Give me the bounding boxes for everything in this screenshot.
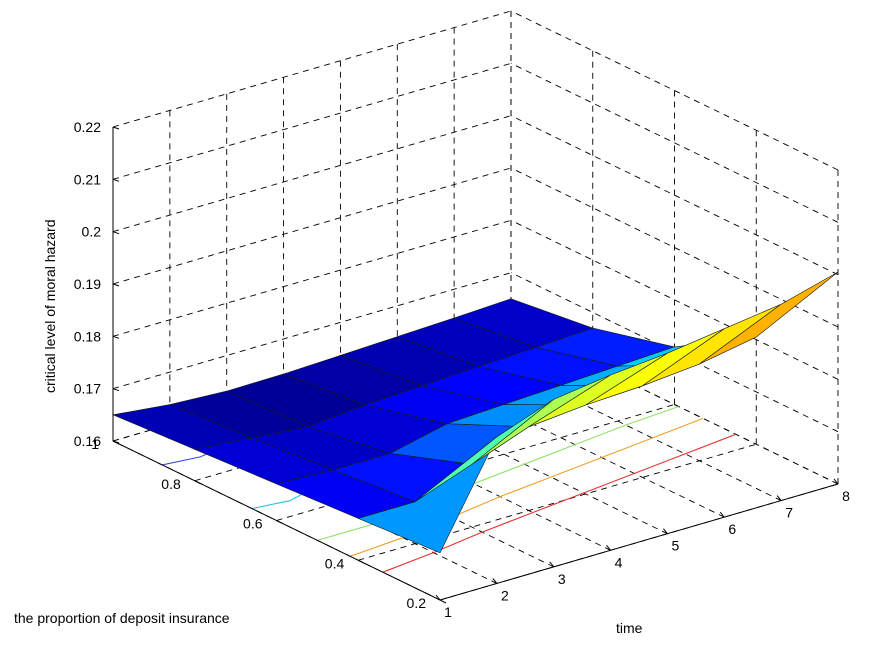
z-tick-label: 0.22 bbox=[74, 119, 101, 135]
back-wall-grid-line bbox=[112, 62, 512, 180]
y-tick-label: 0.2 bbox=[407, 595, 427, 611]
z-tick-label: 0.2 bbox=[82, 224, 102, 240]
z-tick-label: 0.21 bbox=[74, 171, 101, 187]
x-axis-label: time bbox=[616, 620, 643, 636]
x-tick-label: 6 bbox=[728, 521, 736, 537]
tick-layer: 0.16 0.17 0.18 0.19 0.2 0.21 0.22 0.2 0.4 0.6 0.8 1… bbox=[74, 119, 850, 620]
y-tick bbox=[439, 599, 447, 604]
x-tick-label: 5 bbox=[672, 538, 680, 554]
z-tick bbox=[112, 335, 120, 339]
x-tick-label: 2 bbox=[501, 587, 509, 603]
x-tick bbox=[776, 495, 782, 501]
x-tick bbox=[663, 528, 668, 535]
side-wall-grid-line bbox=[510, 167, 839, 328]
side-wall-grid-line bbox=[510, 62, 839, 223]
y-axis-label: the proportion of deposit insurance bbox=[14, 610, 230, 626]
back-wall-grid-line bbox=[112, 10, 512, 128]
y-tick-label: 0.4 bbox=[325, 555, 345, 571]
back-wall-grid-line bbox=[112, 115, 512, 233]
z-tick-label: 0.16 bbox=[74, 433, 101, 449]
z-tick bbox=[112, 126, 120, 130]
x-tick-label: 4 bbox=[615, 554, 623, 570]
side-wall-grid-line bbox=[510, 10, 839, 171]
surface-layer bbox=[111, 271, 839, 554]
back-wall-grid-line bbox=[112, 167, 512, 285]
x-tick bbox=[606, 544, 611, 551]
y-tick bbox=[112, 440, 120, 445]
x-tick-label: 8 bbox=[842, 488, 850, 504]
x-tick bbox=[492, 578, 498, 584]
y-tick-label: 1 bbox=[91, 436, 99, 452]
side-wall-grid-line bbox=[510, 219, 839, 380]
z-tick bbox=[112, 283, 120, 287]
x-axis-line bbox=[439, 483, 839, 601]
back-wall-grid-line bbox=[112, 272, 512, 390]
z-tick-label: 0.18 bbox=[74, 328, 101, 344]
y-tick bbox=[194, 480, 201, 485]
side-wall-grid-line bbox=[510, 115, 839, 276]
x-tick bbox=[435, 594, 441, 601]
grid-layer bbox=[112, 10, 839, 601]
y-tick-label: 0.8 bbox=[161, 476, 181, 492]
x-tick-label: 7 bbox=[785, 505, 793, 521]
back-wall-grid-line bbox=[112, 219, 512, 337]
x-tick bbox=[833, 478, 839, 485]
y-tick bbox=[276, 520, 283, 524]
surface-patch bbox=[699, 271, 839, 365]
z-tick-label: 0.19 bbox=[74, 276, 101, 292]
z-tick bbox=[112, 231, 120, 235]
z-tick-label: 0.17 bbox=[74, 381, 101, 397]
floor-grid-line bbox=[397, 357, 725, 518]
x-tick-label: 1 bbox=[444, 604, 452, 620]
side-wall-grid-line bbox=[510, 324, 839, 485]
x-tick bbox=[719, 511, 725, 518]
z-tick bbox=[112, 388, 120, 392]
z-axis-label: critical level of moral hazard bbox=[42, 219, 58, 393]
z-tick bbox=[112, 178, 120, 182]
y-tick-label: 0.6 bbox=[243, 516, 263, 532]
y-tick bbox=[358, 559, 365, 564]
x-tick bbox=[549, 561, 555, 568]
x-tick-label: 3 bbox=[558, 571, 566, 587]
